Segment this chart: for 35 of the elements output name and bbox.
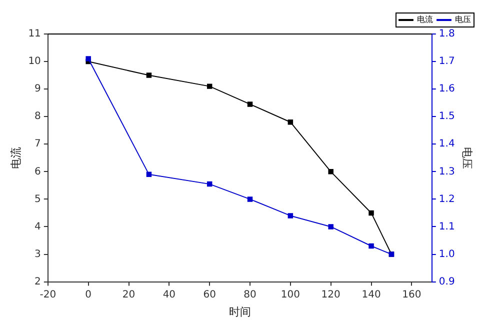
legend-label: 电流 <box>417 15 433 24</box>
legend-label: 电压 <box>455 15 471 24</box>
y-tick-label: 10 <box>28 56 41 68</box>
y-tick-label: 6 <box>34 166 41 178</box>
x-tick-label: 120 <box>321 289 340 300</box>
y2-axis-title: 电压 <box>460 146 474 169</box>
y2-tick-label: 1.6 <box>438 84 455 95</box>
y-axis-title: 电流 <box>9 146 22 169</box>
y2-tick-label: 1.5 <box>438 111 455 122</box>
y-tick-label: 3 <box>34 248 41 260</box>
x-tick-label: 20 <box>122 289 136 300</box>
y2-tick-label: 1.8 <box>438 28 455 40</box>
y2-tick-label: 1.2 <box>438 194 455 205</box>
x-tick-label: 100 <box>280 289 300 300</box>
x-tick-label: 160 <box>402 289 422 300</box>
y-tick-label: 7 <box>34 138 41 150</box>
y2-tick-label: 1.1 <box>438 221 455 232</box>
x-tick-label: 140 <box>362 289 381 300</box>
x-tick-label: 60 <box>203 289 216 300</box>
y2-tick-label: 1.0 <box>438 248 455 260</box>
y2-tick-label: 1.7 <box>438 56 455 68</box>
x-axis-title: 时间 <box>228 305 251 318</box>
x-tick-label: -20 <box>40 289 56 300</box>
x-tick-label: 80 <box>244 289 256 300</box>
y-tick-label: 4 <box>34 221 41 232</box>
y2-tick-label: 1.3 <box>438 166 455 178</box>
y2-tick-label: 0.9 <box>438 276 455 288</box>
y-tick-label: 11 <box>28 28 41 40</box>
y2-tick-label: 1.4 <box>438 138 455 150</box>
y-tick-label: 5 <box>34 194 41 205</box>
y-tick-label: 9 <box>34 84 41 95</box>
y-tick-label: 8 <box>34 111 41 122</box>
y-tick-label: 2 <box>34 276 41 288</box>
x-tick-label: 40 <box>162 289 176 300</box>
x-tick-label: 0 <box>85 289 92 300</box>
